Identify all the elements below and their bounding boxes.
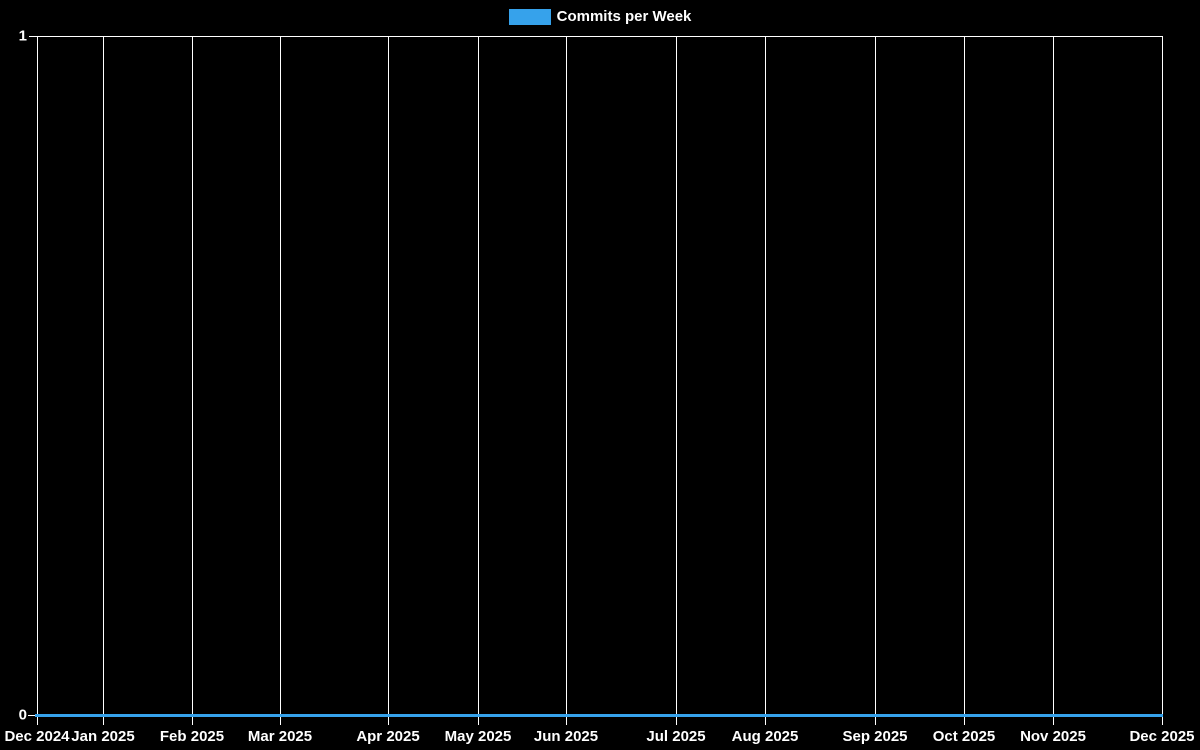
x-gridline [103, 36, 104, 725]
x-gridline [388, 36, 389, 725]
x-tick-label: Feb 2025 [159, 728, 225, 745]
x-axis-top-line [29, 36, 1163, 37]
x-gridline [1053, 36, 1054, 725]
x-gridline [37, 36, 38, 725]
x-tick-label: Jan 2025 [71, 728, 135, 745]
y-tick-label: 1 [18, 27, 27, 45]
legend-swatch [508, 9, 551, 25]
commits-line [35, 714, 1163, 717]
x-tick-label: Dec 2025 [1129, 728, 1195, 745]
x-gridline [478, 36, 479, 725]
x-gridline [566, 36, 567, 725]
x-tick-label: May 2025 [444, 728, 512, 745]
legend-label: Commits per Week [556, 8, 692, 25]
x-tick-label: Jun 2025 [533, 728, 599, 745]
x-gridline [192, 36, 193, 725]
x-tick-label: Jul 2025 [646, 728, 706, 745]
x-gridline [676, 36, 677, 725]
legend-item-commits-per-week[interactable]: Commits per Week [508, 8, 692, 26]
x-tick-label: Dec 2024 [4, 728, 70, 745]
x-tick-label: Nov 2025 [1020, 728, 1086, 745]
x-tick-label: Mar 2025 [247, 728, 313, 745]
x-tick-label: Sep 2025 [842, 728, 908, 745]
x-tick-label: Aug 2025 [731, 728, 799, 745]
x-gridline [765, 36, 766, 725]
legend: Commits per Week [0, 8, 1200, 26]
x-gridline [1162, 36, 1163, 725]
x-tick-label: Oct 2025 [932, 728, 996, 745]
x-gridline [280, 36, 281, 725]
x-gridline [964, 36, 965, 725]
x-tick-label: Apr 2025 [356, 728, 420, 745]
y-tick-label: 0 [18, 706, 27, 724]
y-zero-tick-mark [28, 715, 36, 716]
x-gridline [875, 36, 876, 725]
